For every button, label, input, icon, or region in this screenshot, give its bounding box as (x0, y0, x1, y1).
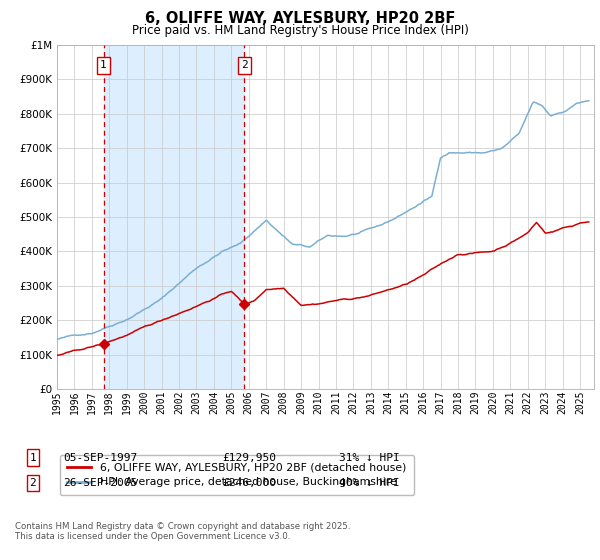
Text: 6, OLIFFE WAY, AYLESBURY, HP20 2BF: 6, OLIFFE WAY, AYLESBURY, HP20 2BF (145, 11, 455, 26)
Text: 1: 1 (29, 452, 37, 463)
Text: 31% ↓ HPI: 31% ↓ HPI (339, 452, 400, 463)
Text: 40% ↓ HPI: 40% ↓ HPI (339, 478, 400, 488)
Text: Price paid vs. HM Land Registry's House Price Index (HPI): Price paid vs. HM Land Registry's House … (131, 24, 469, 36)
Bar (104, 45, 244, 389)
Text: 05-SEP-1997: 05-SEP-1997 (63, 452, 137, 463)
Text: 2: 2 (241, 60, 247, 71)
Legend: 6, OLIFFE WAY, AYLESBURY, HP20 2BF (detached house), HPI: Average price, detache: 6, OLIFFE WAY, AYLESBURY, HP20 2BF (deta… (60, 455, 414, 495)
Text: 1: 1 (100, 60, 107, 71)
Text: £246,000: £246,000 (222, 478, 276, 488)
Text: £129,950: £129,950 (222, 452, 276, 463)
Text: Contains HM Land Registry data © Crown copyright and database right 2025.
This d: Contains HM Land Registry data © Crown c… (15, 522, 350, 542)
Text: 2: 2 (29, 478, 37, 488)
Text: 26-SEP-2005: 26-SEP-2005 (63, 478, 137, 488)
